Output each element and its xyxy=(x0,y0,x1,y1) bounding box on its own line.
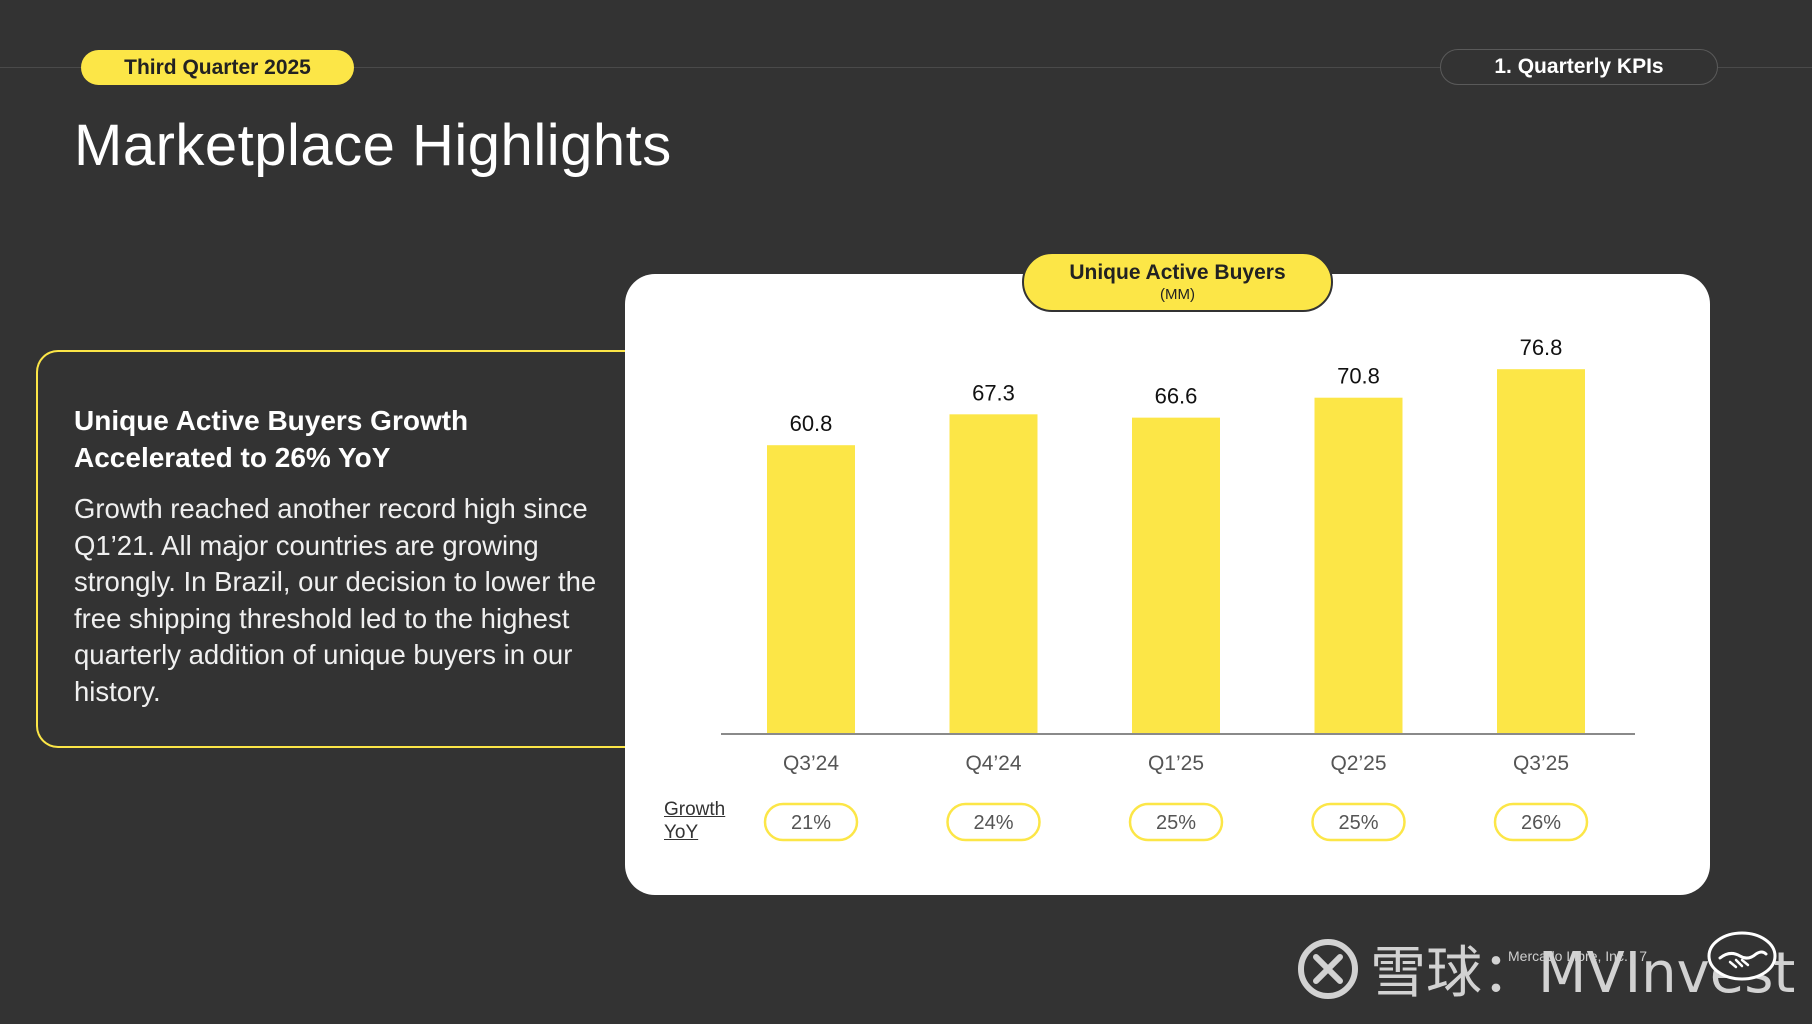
growth-yoy-label: Growth YoY xyxy=(664,798,725,844)
bar-1 xyxy=(949,414,1038,734)
bar-3 xyxy=(1314,397,1403,734)
callout-body: Growth reached another record high since… xyxy=(74,493,597,707)
header-divider xyxy=(0,67,1812,68)
growth-value-1: 24% xyxy=(973,812,1013,834)
xueqiu-logo-icon xyxy=(1298,938,1358,999)
growth-pill-3 xyxy=(1311,802,1406,842)
chart-title: Unique Active Buyers xyxy=(1069,261,1286,284)
growth-label-line-1: Growth xyxy=(664,799,726,820)
footer-text: Mercado Libre, Inc. | 7 xyxy=(1508,948,1648,964)
category-label-0: Q3’24 xyxy=(783,752,839,775)
growth-pill-1 xyxy=(946,802,1041,842)
growth-value-0: 21% xyxy=(791,812,831,834)
category-label-4: Q3’25 xyxy=(1513,752,1569,775)
chart-title-badge: Unique Active Buyers (MM) xyxy=(1022,252,1333,312)
bar-chart: 60.8 Q3’24 21% 67.3 Q4’24 24% 66.6 Q1’25 25% 70.8… xyxy=(721,335,1635,842)
growth-pill-4 xyxy=(1493,802,1589,842)
growth-label-line-2: YoY xyxy=(664,822,699,843)
growth-value-2: 25% xyxy=(1156,812,1196,834)
quarter-badge: Third Quarter 2025 xyxy=(81,50,354,85)
data-label-0: 60.8 xyxy=(790,411,833,436)
growth-pill-0 xyxy=(763,802,859,842)
data-label-1: 67.3 xyxy=(972,380,1015,405)
bar-2 xyxy=(1132,417,1220,734)
bar-0 xyxy=(767,445,855,734)
data-label-4: 76.8 xyxy=(1520,335,1563,360)
callout-box xyxy=(36,350,636,748)
growth-value-4: 26% xyxy=(1521,812,1561,834)
category-label-2: Q1’25 xyxy=(1148,752,1204,775)
growth-value-3: 25% xyxy=(1338,812,1378,834)
growth-pill-2 xyxy=(1128,802,1224,842)
data-label-3: 70.8 xyxy=(1337,364,1380,389)
page-title: Marketplace Highlights xyxy=(74,113,672,178)
section-badge: 1. Quarterly KPIs xyxy=(1440,49,1718,85)
chart-unit: (MM) xyxy=(1160,286,1195,303)
data-label-2: 66.6 xyxy=(1155,384,1198,409)
category-label-1: Q4’24 xyxy=(965,752,1021,775)
callout-heading: Unique Active Buyers Growth Accelerated … xyxy=(74,405,469,473)
bar-4 xyxy=(1497,369,1585,734)
handshake-logo-icon xyxy=(1707,931,1777,981)
category-label-3: Q2’25 xyxy=(1330,752,1386,775)
